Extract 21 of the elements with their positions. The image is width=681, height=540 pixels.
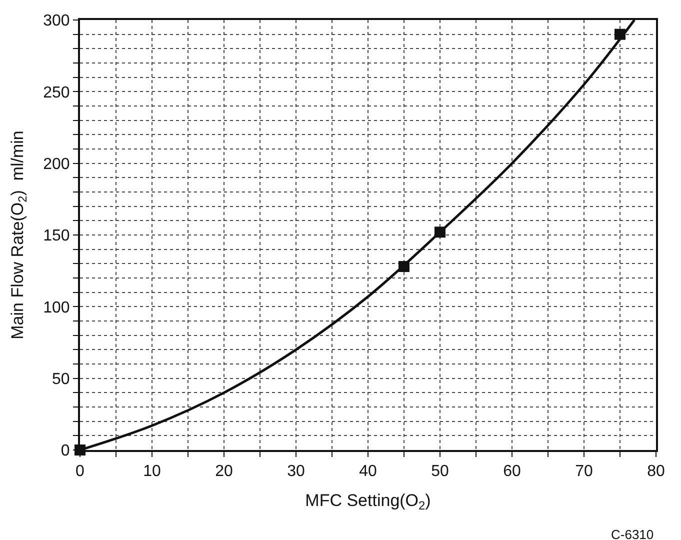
x-axis-title: MFC Setting(O$_{2}$)	[305, 491, 431, 513]
x-tick-label: 10	[143, 463, 161, 480]
y-tick-label: 250	[43, 84, 70, 102]
point	[398, 261, 410, 272]
x-tick-label: 0	[76, 463, 85, 480]
x-tick-label: 60	[503, 463, 521, 480]
point	[614, 28, 626, 40]
y-tick-label: 150	[43, 228, 70, 245]
x-tick-label: 30	[287, 463, 305, 480]
y-tick-label: 200	[43, 156, 70, 173]
point	[434, 226, 446, 238]
y-tick-label: 50	[52, 370, 70, 388]
x-tick-label: 70	[575, 463, 593, 480]
x-tick-label: 50	[431, 463, 449, 480]
text: C-6310	[611, 527, 654, 540]
x-tick-label: 20	[215, 463, 233, 480]
y-tick-label: 300	[43, 12, 70, 30]
x-tick-label: 80	[647, 463, 665, 480]
y-tick-label: 100	[43, 299, 70, 316]
y-tick-label: 0	[60, 442, 70, 460]
x-tick-label: 40	[359, 463, 377, 480]
